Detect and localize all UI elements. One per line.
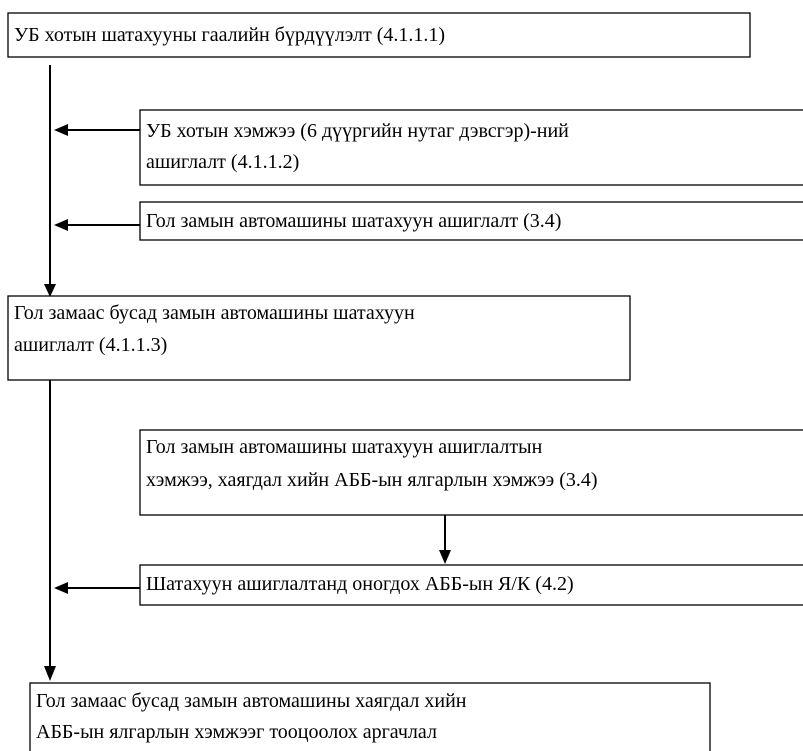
- node-box: [7, 12, 751, 58]
- node-box: [139, 564, 803, 606]
- node-label: АББ-ын ялгарлын хэмжээг тооцоолох аргачл…: [36, 721, 437, 743]
- node-label: УБ хотын хэмжээ (6 дүүргийн нутаг дэвсгэ…: [146, 120, 569, 142]
- node-box: [139, 429, 803, 516]
- node-label: ашиглалт (4.1.1.3): [14, 334, 167, 356]
- node-box: [139, 109, 803, 186]
- node-label: Гол замаас бусад замын автомашины хаягда…: [36, 690, 467, 712]
- node-box: [7, 295, 631, 381]
- arrow-head: [44, 666, 56, 681]
- node-box: [139, 201, 803, 241]
- node-label: УБ хотын шатахууны гаалийн бүрдүүлэлт (4…: [14, 24, 445, 46]
- arrow-head: [54, 582, 68, 594]
- arrow-head: [54, 219, 68, 231]
- arrow-head: [439, 550, 451, 564]
- node-label: хэмжээ, хаягдал хийн АББ-ын ялгарлын хэм…: [146, 469, 598, 491]
- arrow-head: [44, 284, 56, 297]
- node-label: ашиглалт (4.1.1.2): [146, 151, 299, 173]
- node-label: Гол замын автомашины шатахуун ашиглалт (…: [146, 210, 561, 232]
- arrow-head: [54, 124, 68, 136]
- node-label: Гол замын автомашины шатахуун ашиглалтын: [146, 436, 543, 458]
- node-label: Гол замаас бусад замын автомашины шатаху…: [14, 302, 415, 324]
- node-box: [29, 682, 711, 751]
- node-label: Шатахуун ашиглалтанд оногдох АББ-ын Я/К …: [146, 573, 574, 595]
